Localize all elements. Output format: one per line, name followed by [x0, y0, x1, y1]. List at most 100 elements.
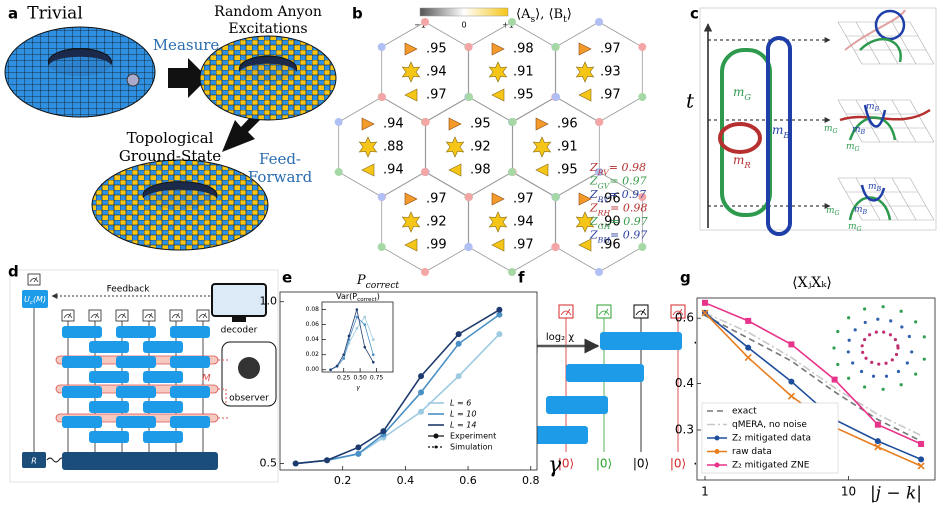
y-tick-label: 0.4: [675, 376, 694, 390]
logical-z-base: Z: [589, 229, 598, 242]
loop-label-sub: G: [744, 92, 751, 102]
vertex: [378, 193, 386, 201]
logical-z-tail: = 0.97: [611, 215, 648, 228]
network-node: [882, 388, 885, 391]
panel-label: e: [282, 269, 292, 287]
network-node: [863, 385, 866, 388]
inset-title-part: Var(P: [336, 292, 357, 301]
network-node: [863, 307, 866, 310]
vertex: [378, 93, 386, 101]
point: [336, 365, 339, 368]
vertex-marker: [362, 118, 374, 130]
grid-label-base: m: [854, 205, 863, 215]
y-tick-label: 0.3: [675, 422, 694, 436]
caption: Feed-: [259, 150, 301, 168]
meter: [597, 305, 611, 318]
loop-label-sub: B: [782, 130, 789, 140]
caption: Excitations: [228, 21, 307, 37]
worldline: [876, 11, 904, 39]
point: [496, 307, 502, 313]
network-node: [889, 333, 892, 336]
y-tick-label: 1.0: [260, 295, 278, 308]
logical-z-base: Z: [589, 188, 598, 201]
point: [363, 316, 366, 319]
vertex: [465, 193, 473, 201]
probe: [127, 74, 139, 86]
plaquette: [382, 22, 469, 122]
expectation-value: .94: [513, 215, 534, 230]
reset-label: R: [31, 457, 37, 466]
legend-label: Z₂ mitigated data: [732, 434, 811, 444]
x-tick-label: 0.25: [337, 375, 351, 382]
gate: [116, 356, 156, 368]
observer-label: observer: [229, 394, 269, 404]
grid-label-sub: B: [876, 186, 882, 193]
network-node: [900, 383, 903, 386]
point: [329, 368, 332, 371]
expectation-value: .94: [426, 65, 447, 80]
plaquette-marker: [446, 137, 463, 157]
legend-label: Simulation: [450, 443, 493, 452]
vertex: [595, 268, 603, 276]
vertex: [509, 118, 517, 126]
panel-label: a: [8, 5, 18, 23]
expectation-value: .97: [600, 88, 621, 103]
vertex: [552, 193, 560, 201]
logical-z-tail: = 0.98: [610, 202, 647, 215]
network-node: [897, 370, 900, 373]
expectation-value: .92: [426, 215, 447, 230]
monitor: [212, 284, 266, 316]
chart-title: ⟨XⱼXₖ⟩: [792, 275, 832, 291]
expectation-value: .93: [600, 65, 621, 80]
plaquette: [426, 97, 513, 197]
point: [496, 331, 502, 337]
point: [745, 318, 751, 324]
network-node: [891, 358, 894, 361]
gate: [170, 356, 210, 368]
vertex-marker: [579, 43, 591, 55]
point: [363, 323, 366, 326]
expectation-value: .95: [470, 117, 491, 132]
vertex: [422, 118, 430, 126]
ket: |0⟩: [633, 457, 649, 471]
loop-label-base: m: [733, 85, 744, 99]
x-axis-label: γ: [548, 453, 562, 478]
observer-icon: [238, 357, 260, 379]
colorbar-tick: 0: [461, 21, 466, 30]
decoder-label: decoder: [221, 326, 258, 336]
plaquette-marker: [576, 62, 593, 82]
vertex-marker: [405, 43, 417, 55]
lattice: [892, 178, 916, 220]
vertex-marker: [449, 118, 461, 130]
expectation-value: .97: [426, 88, 447, 103]
gate: [116, 386, 156, 398]
network-node: [877, 363, 880, 366]
chart-title-sub: correct: [366, 281, 400, 291]
grid-label-base: m: [846, 142, 855, 152]
grid-label: mB: [866, 102, 880, 114]
vertex: [421, 18, 429, 26]
network-node: [875, 331, 878, 334]
x-axis-label: |j − k|: [870, 484, 922, 504]
network-node: [923, 358, 926, 361]
legend-label: qMERA, no noise: [732, 420, 807, 430]
grid-label: mB: [852, 125, 866, 137]
grid-label-sub: G: [835, 210, 840, 217]
loop-label-base: m: [772, 123, 783, 137]
grid-label-base: m: [868, 182, 877, 192]
loop: [720, 124, 760, 152]
meter: [170, 310, 182, 321]
vertex-marker: [536, 164, 548, 176]
expectation-value: .97: [513, 192, 534, 207]
network-node: [836, 363, 839, 366]
logical-z-base: Z: [589, 202, 598, 215]
caption: Trivial: [27, 4, 83, 24]
plaquette: [556, 22, 643, 122]
network-node: [868, 333, 871, 336]
vertex: [421, 168, 429, 176]
point: [456, 373, 462, 379]
point: [342, 357, 345, 360]
expectation-value: .99: [426, 238, 447, 253]
vertex: [465, 243, 473, 251]
point: [875, 422, 881, 428]
